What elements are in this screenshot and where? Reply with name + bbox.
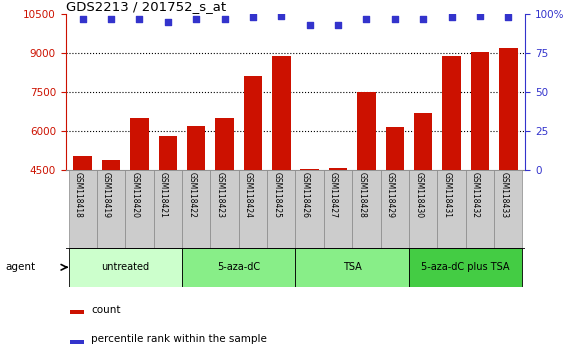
Point — [390, 16, 399, 22]
Text: TSA: TSA — [343, 262, 361, 272]
Point — [163, 19, 172, 25]
Text: GSM118433: GSM118433 — [499, 172, 508, 218]
Text: GSM118426: GSM118426 — [301, 172, 309, 218]
Text: GSM118418: GSM118418 — [74, 172, 83, 218]
Text: agent: agent — [6, 262, 36, 272]
FancyBboxPatch shape — [154, 170, 182, 248]
Text: GSM118429: GSM118429 — [386, 172, 395, 218]
FancyBboxPatch shape — [352, 170, 381, 248]
Text: 5-aza-dC: 5-aza-dC — [217, 262, 260, 272]
FancyBboxPatch shape — [182, 170, 210, 248]
FancyBboxPatch shape — [296, 248, 409, 287]
Text: GSM118428: GSM118428 — [357, 172, 367, 218]
FancyBboxPatch shape — [239, 170, 267, 248]
Text: GSM118422: GSM118422 — [187, 172, 196, 218]
Text: GSM118419: GSM118419 — [102, 172, 111, 218]
FancyBboxPatch shape — [409, 170, 437, 248]
Text: GDS2213 / 201752_s_at: GDS2213 / 201752_s_at — [66, 0, 226, 13]
FancyBboxPatch shape — [182, 248, 296, 287]
FancyBboxPatch shape — [69, 248, 182, 287]
Point — [78, 16, 87, 22]
Point — [192, 16, 201, 22]
Text: 5-aza-dC plus TSA: 5-aza-dC plus TSA — [421, 262, 510, 272]
Bar — [300, 169, 319, 170]
Point — [362, 16, 371, 22]
Text: GSM118424: GSM118424 — [244, 172, 253, 218]
Bar — [102, 160, 120, 170]
Point — [504, 15, 513, 20]
FancyBboxPatch shape — [466, 170, 494, 248]
FancyBboxPatch shape — [296, 170, 324, 248]
FancyBboxPatch shape — [437, 170, 466, 248]
Bar — [443, 56, 461, 170]
Point — [447, 15, 456, 20]
Text: GSM118431: GSM118431 — [443, 172, 452, 218]
Text: GSM118427: GSM118427 — [329, 172, 338, 218]
Text: percentile rank within the sample: percentile rank within the sample — [91, 334, 267, 344]
Point — [107, 16, 116, 22]
Point — [475, 13, 484, 18]
FancyBboxPatch shape — [69, 170, 97, 248]
Bar — [471, 52, 489, 170]
Text: untreated: untreated — [101, 262, 149, 272]
FancyBboxPatch shape — [125, 170, 154, 248]
Bar — [130, 118, 148, 170]
Text: GSM118423: GSM118423 — [216, 172, 224, 218]
Bar — [70, 310, 84, 314]
Bar — [70, 340, 84, 344]
FancyBboxPatch shape — [324, 170, 352, 248]
Bar — [357, 92, 376, 170]
Bar — [272, 56, 291, 170]
Text: GSM118421: GSM118421 — [159, 172, 168, 218]
FancyBboxPatch shape — [409, 248, 522, 287]
FancyBboxPatch shape — [381, 170, 409, 248]
Point — [135, 16, 144, 22]
Point — [333, 22, 343, 28]
Point — [220, 16, 229, 22]
Point — [277, 13, 286, 18]
Text: GSM118430: GSM118430 — [414, 172, 423, 218]
Bar — [244, 76, 262, 170]
FancyBboxPatch shape — [494, 170, 522, 248]
FancyBboxPatch shape — [97, 170, 125, 248]
Text: GSM118432: GSM118432 — [471, 172, 480, 218]
Bar — [74, 156, 92, 170]
Bar — [414, 113, 432, 170]
Point — [305, 22, 314, 28]
Text: GSM118420: GSM118420 — [130, 172, 139, 218]
Bar — [329, 168, 347, 170]
Bar — [215, 118, 234, 170]
Bar — [159, 136, 177, 170]
FancyBboxPatch shape — [210, 170, 239, 248]
Bar — [385, 127, 404, 170]
Point — [248, 15, 258, 20]
FancyBboxPatch shape — [267, 170, 296, 248]
Text: count: count — [91, 305, 120, 315]
Text: GSM118425: GSM118425 — [272, 172, 282, 218]
Bar — [187, 126, 206, 170]
Bar — [499, 48, 517, 170]
Point — [419, 16, 428, 22]
